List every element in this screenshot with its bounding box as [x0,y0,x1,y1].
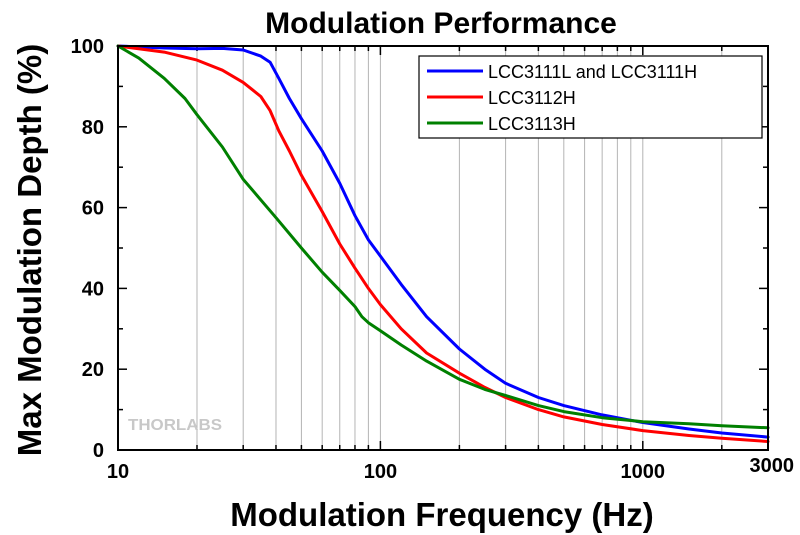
y-tick-label: 40 [82,278,104,300]
thorlabs-watermark: THORLABS [128,417,222,434]
y-tick-label: 100 [71,36,104,58]
legend-label: LCC3111L and LCC3111H [488,62,697,82]
y-tick-label: 0 [93,440,104,462]
y-tick-label: 60 [82,198,104,220]
series-line-1 [116,44,770,439]
plot-frame [117,45,769,451]
x-tick-label: 1000 [621,461,666,483]
x-tick-label: 100 [364,461,397,483]
y-tick-label: 80 [82,117,104,139]
legend: LCC3111L and LCC3111H LCC3112H LCC3113H [418,55,763,139]
x-tick-label: 10 [107,461,129,483]
chart-title: Modulation Performance [265,7,617,40]
tick-labels: 10 100 1000 3000 0 20 40 60 80 100 [71,36,794,483]
legend-label: LCC3113H [488,114,576,134]
series-line-2 [116,44,770,443]
y-axis-title: Max Modulation Depth (%) [11,44,48,456]
legend-label: LCC3112H [488,88,576,108]
series-lines [116,44,770,443]
x-tick-label: 3000 [750,455,795,477]
y-tick-label: 20 [82,359,104,381]
x-axis-title: Modulation Frequency (Hz) [230,496,654,533]
series-line-3 [116,44,770,430]
